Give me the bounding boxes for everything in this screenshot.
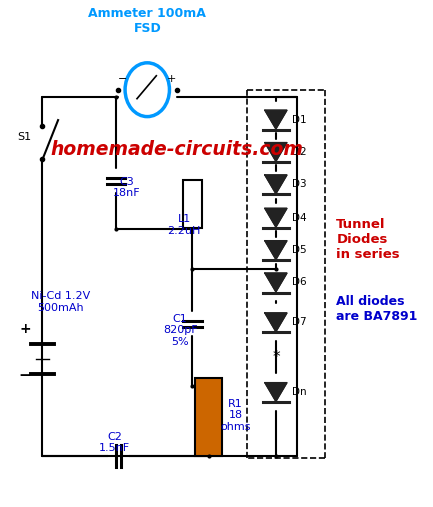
Polygon shape bbox=[265, 110, 287, 129]
Text: D6: D6 bbox=[292, 277, 307, 287]
Text: −: − bbox=[118, 74, 128, 84]
Text: +: + bbox=[167, 74, 176, 84]
Text: C1
820pF
5%: C1 820pF 5% bbox=[163, 314, 197, 347]
Text: D1: D1 bbox=[292, 115, 307, 125]
Polygon shape bbox=[265, 241, 287, 260]
Text: Ni-Cd 1.2V
500mAh: Ni-Cd 1.2V 500mAh bbox=[31, 292, 90, 313]
Text: C3
18nF: C3 18nF bbox=[113, 177, 141, 198]
Text: homemade-circuits.com: homemade-circuits.com bbox=[51, 140, 304, 159]
Bar bbox=[195, 378, 223, 456]
Bar bbox=[184, 180, 201, 228]
Text: D2: D2 bbox=[292, 147, 307, 157]
Text: Tunnel
Diodes
in series: Tunnel Diodes in series bbox=[336, 218, 400, 261]
Polygon shape bbox=[265, 175, 287, 194]
Text: All diodes
are BA7891: All diodes are BA7891 bbox=[336, 295, 418, 323]
Text: L1
2.2uH: L1 2.2uH bbox=[168, 214, 201, 236]
Text: −: − bbox=[19, 368, 32, 383]
Text: C2
1.5nF: C2 1.5nF bbox=[99, 432, 130, 453]
Polygon shape bbox=[265, 208, 287, 227]
Polygon shape bbox=[265, 273, 287, 292]
Text: D3: D3 bbox=[292, 179, 307, 189]
Text: S1: S1 bbox=[17, 132, 31, 142]
Text: Ammeter 100mA
FSD: Ammeter 100mA FSD bbox=[88, 8, 206, 35]
Polygon shape bbox=[265, 383, 287, 402]
Polygon shape bbox=[265, 142, 287, 161]
Text: D4: D4 bbox=[292, 213, 307, 223]
Text: *: * bbox=[272, 350, 280, 365]
Text: D5: D5 bbox=[292, 245, 307, 255]
Text: +: + bbox=[19, 322, 31, 336]
Text: R1
18
ohms: R1 18 ohms bbox=[220, 399, 251, 432]
Text: D7: D7 bbox=[292, 317, 307, 328]
Text: Dn: Dn bbox=[292, 387, 307, 397]
Polygon shape bbox=[265, 313, 287, 332]
